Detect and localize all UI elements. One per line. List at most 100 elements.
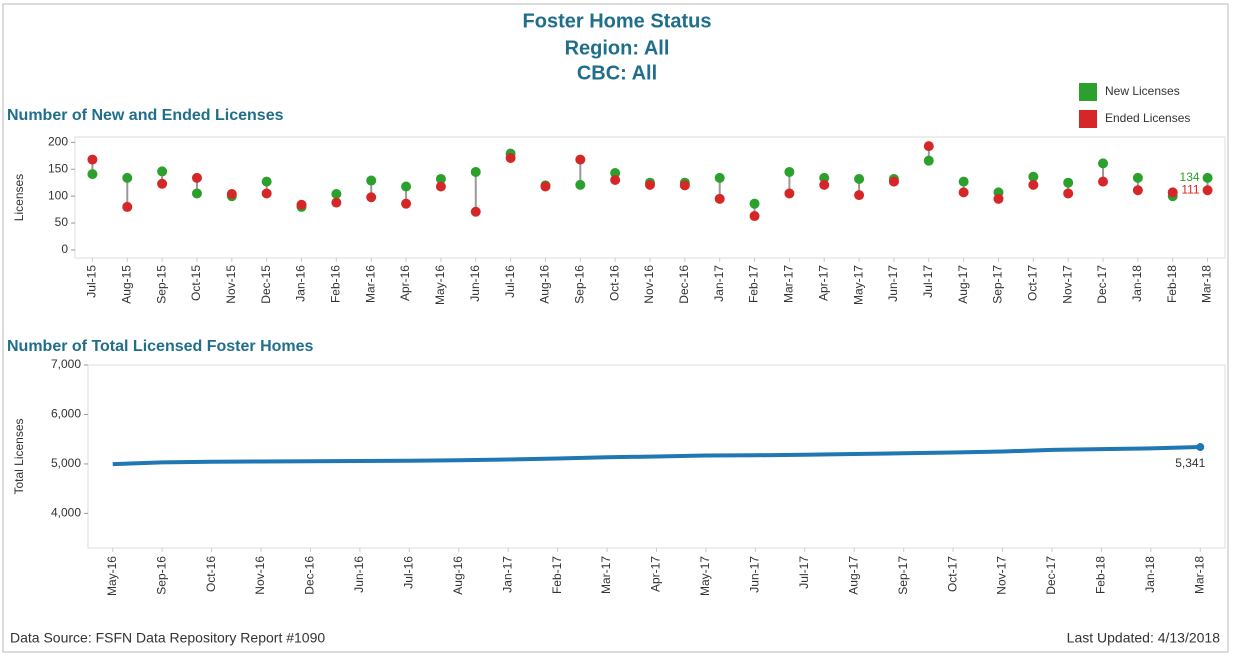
dot <box>122 172 133 183</box>
dot <box>784 188 795 199</box>
dot <box>819 179 830 190</box>
x-tick-label: Mar-18 <box>1200 265 1214 303</box>
x-tick-label: Mar-17 <box>782 265 796 303</box>
x-tick-label: Feb-18 <box>1165 265 1179 303</box>
x-tick-label: Jul-16 <box>503 265 517 298</box>
title: Foster Home Status <box>523 10 712 32</box>
dot <box>505 152 516 163</box>
chart-title: Number of Total Licensed Foster Homes <box>7 338 314 355</box>
y-tick-label: 50 <box>55 215 69 229</box>
x-tick-label: Jul-15 <box>85 265 99 298</box>
x-tick-label: May-16 <box>433 265 447 305</box>
y-tick-label: 7,000 <box>51 357 81 371</box>
x-tick-label: Aug-16 <box>538 265 552 304</box>
x-tick-label: Dec-16 <box>303 556 317 595</box>
dot <box>1167 187 1178 198</box>
dot <box>470 166 481 177</box>
dot <box>157 166 168 177</box>
dot <box>122 201 133 212</box>
dot <box>958 187 969 198</box>
x-tick-label: Feb-17 <box>550 556 564 594</box>
x-tick-label: Aug-16 <box>451 556 465 595</box>
x-tick-label: Feb-18 <box>1094 556 1108 594</box>
dot <box>1202 185 1213 196</box>
dot <box>923 141 934 152</box>
x-tick-label: Oct-17 <box>945 556 959 592</box>
x-tick-label: Mar-16 <box>363 265 377 303</box>
dot <box>261 176 272 187</box>
dot <box>470 206 481 217</box>
x-tick-label: Apr-16 <box>398 265 412 301</box>
legend-label: New Licenses <box>1105 84 1180 98</box>
x-tick-label: Jan-16 <box>294 265 308 302</box>
x-tick-label: Sep-16 <box>154 556 168 595</box>
data-label: 134 <box>1180 170 1200 184</box>
x-tick-label: Dec-16 <box>677 265 691 304</box>
dot <box>331 197 342 208</box>
x-tick-label: Nov-17 <box>1060 265 1074 304</box>
x-tick-label: Aug-15 <box>119 265 133 304</box>
x-tick-label: Jan-18 <box>1130 265 1144 302</box>
x-tick-label: Jun-17 <box>748 556 762 593</box>
y-tick-label: 5,000 <box>51 456 81 470</box>
x-tick-label: May-17 <box>851 265 865 305</box>
x-tick-label: Jul-16 <box>401 556 415 589</box>
dot <box>784 166 795 177</box>
dot <box>1132 185 1143 196</box>
dot <box>854 173 865 184</box>
line <box>112 445 1201 467</box>
dot <box>540 181 551 192</box>
x-tick-label: Dec-17 <box>1095 265 1109 304</box>
end-point <box>1196 443 1205 452</box>
dot <box>993 193 1004 204</box>
dot <box>157 178 168 189</box>
dot <box>296 199 307 210</box>
x-tick-label: Jun-16 <box>468 265 482 302</box>
dot <box>749 211 760 222</box>
x-tick-label: Jan-18 <box>1143 556 1157 593</box>
x-tick-label: Aug-17 <box>956 265 970 304</box>
dot <box>191 188 202 199</box>
x-tick-label: Sep-15 <box>154 265 168 304</box>
dot <box>331 189 342 200</box>
dot <box>923 155 934 166</box>
legend-label: Ended Licenses <box>1105 111 1190 125</box>
dot <box>749 198 760 209</box>
x-tick-label: Jun-17 <box>886 265 900 302</box>
y-axis-label: Total Licenses <box>12 418 26 494</box>
dot <box>714 172 725 183</box>
dot <box>191 172 202 183</box>
x-tick-label: Nov-16 <box>253 556 267 595</box>
x-tick-label: Jun-16 <box>352 556 366 593</box>
dot <box>1063 188 1074 199</box>
y-tick-label: 100 <box>48 188 68 202</box>
dot <box>679 180 690 191</box>
x-tick-label: Apr-17 <box>649 556 663 592</box>
x-tick-label: Oct-16 <box>204 556 218 592</box>
y-axis-label: Licenses <box>12 174 26 221</box>
x-tick-label: Feb-17 <box>747 265 761 303</box>
x-tick-label: Jan-17 <box>712 265 726 302</box>
dot <box>575 154 586 165</box>
dot <box>958 176 969 187</box>
dot <box>401 198 412 209</box>
dot <box>366 192 377 203</box>
dot <box>401 181 412 192</box>
source: Data Source: FSFN Data Repository Report… <box>10 630 325 646</box>
dot <box>714 193 725 204</box>
dot <box>366 175 377 186</box>
x-tick-label: May-17 <box>698 556 712 596</box>
dot <box>854 190 865 201</box>
x-tick-label: Feb-16 <box>329 265 343 303</box>
subtitle: CBC: All <box>577 62 657 84</box>
x-tick-label: May-16 <box>105 556 119 596</box>
x-tick-label: Dec-17 <box>1044 556 1058 595</box>
x-tick-label: Sep-17 <box>896 556 910 595</box>
y-tick-label: 150 <box>48 161 68 175</box>
legend-swatch <box>1079 110 1097 128</box>
dot <box>819 172 830 183</box>
frame <box>2 3 1229 653</box>
chart-title: Number of New and Ended Licenses <box>7 107 284 124</box>
